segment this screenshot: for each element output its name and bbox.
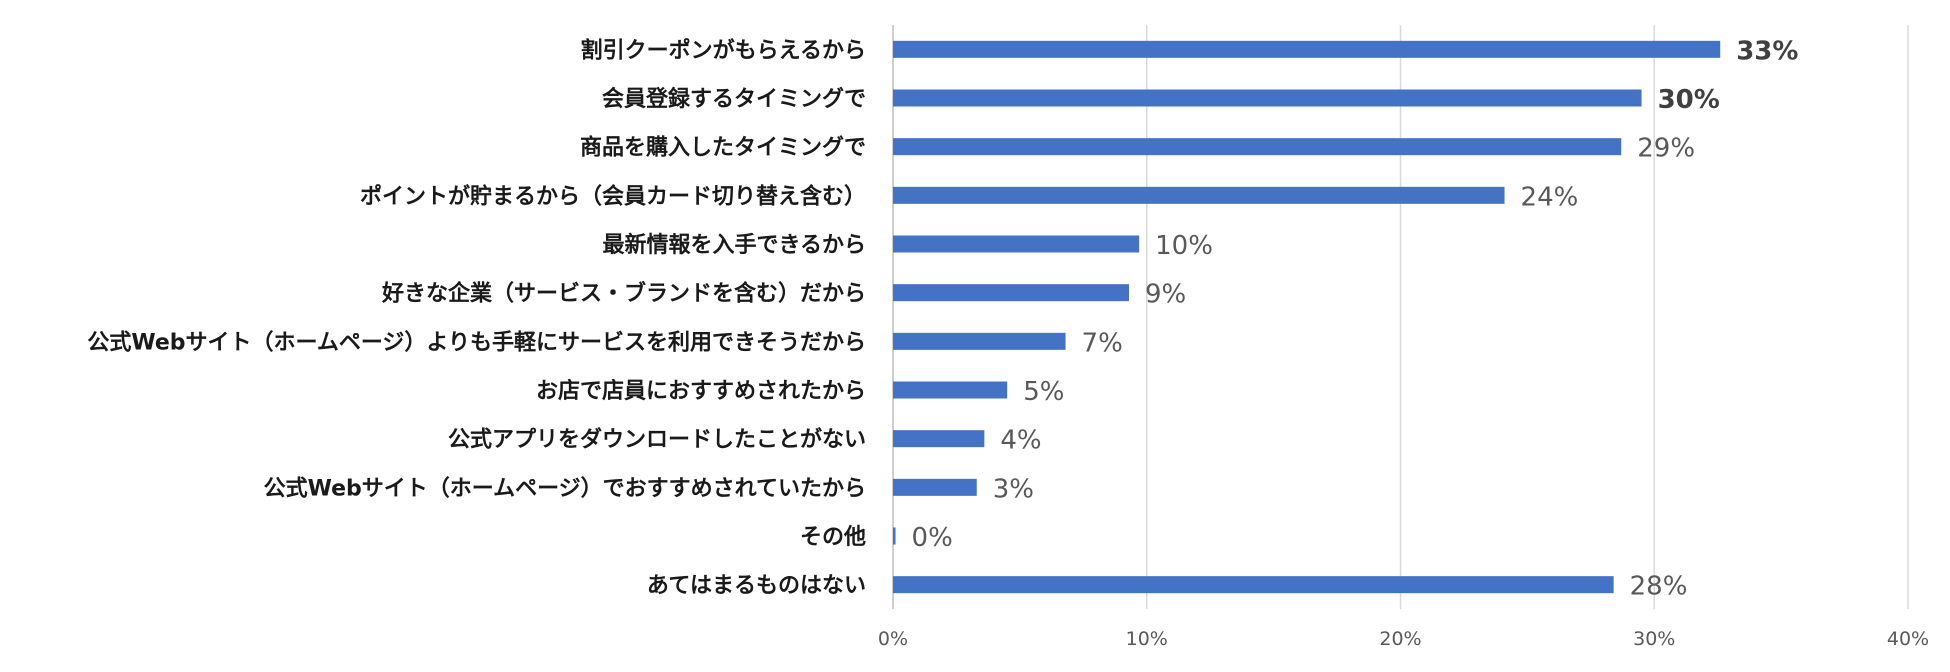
category-label: 公式アプリをダウンロードしたことがない — [448, 427, 866, 453]
value-label: 24% — [1521, 182, 1579, 212]
bar — [893, 332, 1066, 350]
category-label: 好きな企業（サービス・ブランドを含む）だから — [381, 281, 866, 307]
category-label: 公式Webサイト（ホームページ）でおすすめされていたから — [264, 476, 866, 501]
gridlines — [892, 25, 1909, 609]
value-label: 28% — [1630, 572, 1688, 602]
category-label: 割引クーポンがもらえるから — [581, 37, 866, 63]
category-label: あてはまるものはない — [647, 574, 866, 599]
bar — [893, 430, 985, 448]
value-label: 30% — [1658, 85, 1720, 115]
category-label: お店で店員におすすめされたから — [536, 379, 866, 404]
x-tick-label: 10% — [1126, 628, 1168, 650]
category-label: ポイントが貯まるから（会員カード切り替え含む） — [360, 183, 866, 209]
value-label: 9% — [1145, 280, 1186, 310]
x-tick-label: 20% — [1379, 628, 1421, 650]
category-label: 会員登録するタイミングで — [602, 86, 866, 112]
value-labels: 33% 30% 29% 24% 10% 9% 7% 5% 4% 3% 0% 28% — [912, 36, 1799, 601]
x-tick-label: 30% — [1633, 628, 1675, 650]
value-label: 7% — [1082, 328, 1123, 358]
x-axis-tick-labels: 0% 10% 20% 30% 40% — [878, 628, 1929, 650]
value-label: 5% — [1023, 377, 1064, 407]
value-label: 3% — [993, 474, 1034, 504]
category-label: 最新情報を入手できるから — [602, 232, 866, 258]
category-label: 商品を購入したタイミングで — [580, 135, 866, 161]
bar — [893, 235, 1140, 253]
bar — [893, 576, 1614, 594]
bar — [893, 138, 1622, 156]
value-label: 33% — [1736, 36, 1798, 66]
bar — [893, 381, 1008, 399]
x-tick-label: 40% — [1887, 628, 1929, 650]
category-label: 公式Webサイト（ホームページ）よりも手軽にサービスを利用できそうだから — [87, 329, 866, 355]
value-label: 29% — [1637, 134, 1695, 164]
value-label: 0% — [912, 523, 953, 553]
category-label: その他 — [800, 525, 866, 550]
bar — [893, 478, 977, 496]
category-labels: 割引クーポンがもらえるから会員登録するタイミングで商品を購入したタイミングでポイ… — [87, 37, 866, 598]
bar — [893, 186, 1505, 204]
value-label: 4% — [1000, 426, 1041, 456]
bar — [893, 40, 1721, 58]
bar — [893, 527, 896, 545]
bars — [893, 40, 1721, 594]
bar — [893, 284, 1129, 302]
bar — [893, 89, 1642, 107]
x-tick-label: 0% — [878, 628, 908, 650]
value-label: 10% — [1155, 231, 1213, 261]
